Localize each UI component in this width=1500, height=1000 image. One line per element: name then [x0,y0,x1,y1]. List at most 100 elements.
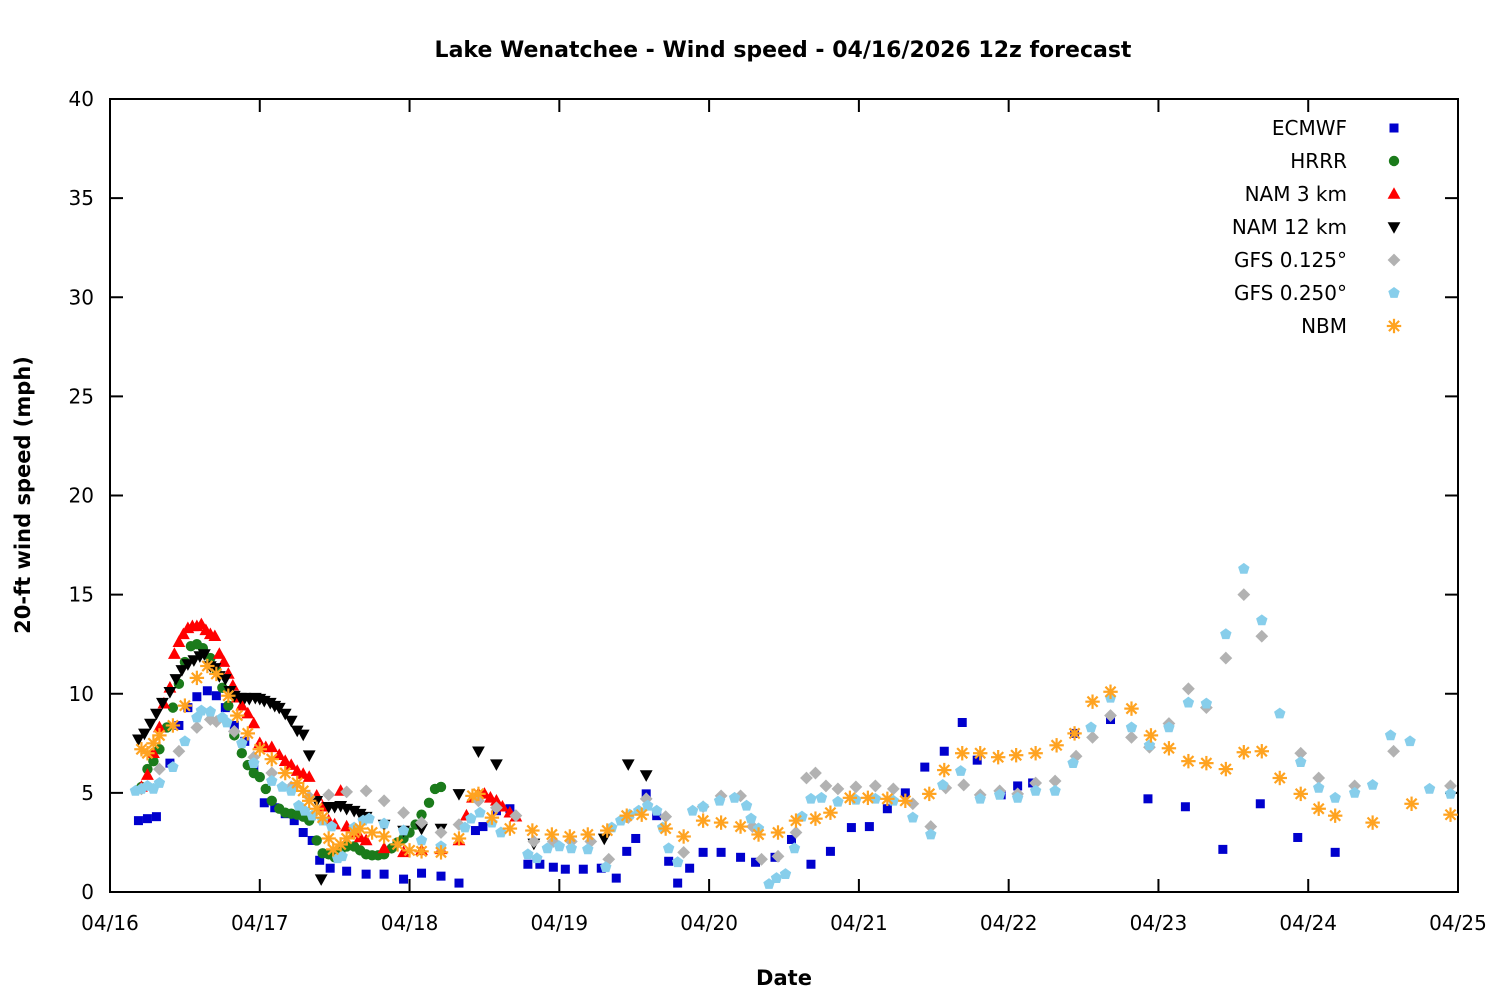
data-point [1238,562,1250,574]
data-point [217,682,228,694]
data-point [314,874,328,886]
data-point [278,708,292,721]
data-point [284,758,298,770]
data-point [1423,782,1436,794]
legend-label: GFS 0.250° [1234,281,1347,305]
data-point [414,844,429,859]
data-point [221,688,236,703]
data-point [1365,815,1380,830]
legend-label: HRRR [1290,149,1347,173]
data-point [1028,746,1043,761]
data-point [642,799,654,811]
data-point [1104,709,1117,722]
data-point [241,706,255,719]
data-point [907,811,919,823]
data-point [474,806,486,818]
data-point [831,782,845,796]
data-point [815,791,828,803]
data-point [423,797,435,808]
data-point [502,821,518,836]
data-point [484,810,500,825]
data-point [611,873,621,883]
data-point [177,698,193,713]
data-point [377,794,391,808]
data-point [1125,721,1138,733]
data-point [415,834,428,846]
data-point [132,734,145,747]
data-point [1218,844,1228,854]
data-point [209,666,224,682]
data-point [823,805,838,820]
data-point [187,655,201,667]
data-point [176,627,190,640]
data-point [1182,682,1195,696]
data-point [490,759,503,771]
data-point [146,736,161,751]
data-point [1029,776,1043,790]
data-point [713,794,726,806]
x-tick-label: 04/16 [81,911,139,935]
data-point [172,635,186,648]
legend-marker-diamond-icon [1387,253,1401,267]
x-tick-label: 04/19 [531,911,589,935]
data-point [937,778,949,790]
data-point [336,850,348,862]
data-point [580,827,595,842]
data-point [218,674,232,686]
data-point [639,770,653,782]
data-point [415,816,428,830]
data-point [673,878,683,888]
data-point [1125,730,1138,744]
data-point [1218,761,1234,777]
data-point [786,834,796,844]
data-point [1387,744,1400,758]
data-point [880,791,895,807]
data-point [1256,614,1268,626]
data-point [189,670,205,686]
data-point [172,744,186,758]
legend-item-gfs-0-125-: GFS 0.125° [1234,248,1401,272]
data-point [1313,781,1325,793]
data-point [1329,791,1341,803]
data-point [302,770,316,782]
data-point [322,788,336,802]
data-point [478,822,488,832]
y-tick-label: 15 [69,583,94,607]
data-point [325,863,335,873]
data-point [133,816,143,826]
data-point [600,861,612,873]
data-point [1330,847,1340,857]
legend-item-ecmwf: ECMWF [1272,116,1399,140]
data-point [751,857,761,867]
data-point [436,871,446,881]
data-point [390,837,405,852]
data-point [671,856,684,868]
data-point [325,842,341,857]
y-tick-label: 5 [81,781,94,805]
data-point [278,765,293,781]
data-point [1255,799,1265,809]
data-point [548,862,558,872]
data-point [677,845,691,859]
data-point [397,824,410,836]
chart-title: Lake Wenatchee - Wind speed - 04/16/2026… [435,38,1132,63]
data-point [1085,694,1100,709]
data-point [1295,756,1307,767]
data-point [266,774,278,786]
data-point [296,729,310,742]
data-point [957,717,967,727]
data-point [259,798,269,808]
data-point [1220,628,1232,640]
data-point [397,806,410,820]
data-point [377,841,391,854]
data-point [860,790,876,806]
data-point [809,766,822,780]
data-point [265,766,279,780]
data-point [306,809,318,821]
data-point [221,716,233,728]
data-point [179,735,191,747]
data-point [1049,738,1064,753]
data-point [662,842,675,854]
data-point [993,788,1006,800]
